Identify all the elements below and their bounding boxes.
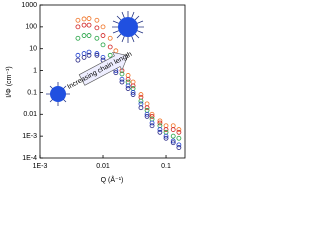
data-point	[130, 90, 136, 95]
data-point	[107, 35, 113, 41]
data-point	[86, 33, 92, 38]
data-point	[81, 55, 87, 60]
data-point	[94, 25, 100, 31]
data-point	[119, 71, 125, 77]
data-point	[157, 127, 163, 132]
data-point	[125, 76, 131, 82]
data-point	[170, 127, 176, 132]
data-point	[86, 16, 92, 21]
data-point	[170, 133, 176, 139]
data-point	[107, 52, 113, 58]
x-tick-label: 0.1	[161, 163, 171, 170]
data-point	[144, 111, 150, 117]
data-point	[144, 105, 150, 111]
data-point	[138, 94, 144, 100]
data-point	[125, 79, 131, 85]
data-point	[157, 120, 163, 126]
data-point	[81, 22, 87, 28]
x-axis-label: Q (Å⁻¹)	[101, 175, 124, 184]
data-point	[157, 129, 163, 135]
data-point	[170, 138, 176, 144]
data-point	[100, 55, 106, 60]
data-point	[157, 123, 163, 129]
data-point	[144, 108, 150, 113]
data-point	[75, 57, 81, 63]
data-point	[125, 83, 131, 89]
y-tick-label: 1E-3	[22, 133, 37, 140]
data-point	[144, 114, 150, 119]
micelle-large	[112, 11, 144, 43]
y-tick-label: 100	[25, 24, 37, 31]
data-point	[86, 22, 92, 28]
data-point	[176, 145, 182, 150]
data-point	[130, 83, 136, 89]
data-point	[163, 133, 169, 139]
data-point	[130, 79, 136, 85]
data-point	[94, 17, 100, 23]
data-point	[75, 24, 81, 30]
y-tick-label: 10	[29, 46, 37, 53]
data-point	[81, 33, 87, 38]
data-point	[157, 118, 163, 124]
data-point	[113, 70, 119, 76]
data-point	[94, 35, 100, 41]
data-point	[125, 86, 131, 91]
data-point	[149, 116, 155, 122]
data-point	[170, 123, 176, 129]
data-point	[75, 35, 81, 41]
data-point	[113, 48, 119, 54]
data-point	[149, 111, 155, 117]
data-point	[100, 33, 106, 38]
y-tick-label: 0.1	[27, 89, 37, 96]
data-point	[86, 52, 92, 58]
data-point	[138, 105, 144, 111]
y-tick-label: 1000	[21, 2, 37, 9]
data-point	[176, 129, 182, 135]
data-point	[138, 101, 144, 107]
data-point	[176, 142, 182, 148]
data-point	[75, 17, 81, 23]
data-point	[163, 123, 169, 129]
data-point	[107, 44, 113, 50]
data-point	[100, 42, 106, 48]
y-tick-label: 1	[33, 67, 37, 74]
data-point	[176, 127, 182, 132]
data-point	[81, 51, 87, 56]
data-point	[81, 16, 87, 22]
data-point	[170, 140, 176, 146]
y-axis-label: I/Φ (cm⁻¹)	[6, 66, 13, 97]
data-point	[176, 135, 182, 141]
data-point	[149, 123, 155, 129]
data-point	[144, 101, 150, 107]
data-point	[119, 79, 125, 85]
data-point	[138, 98, 144, 104]
data-point	[163, 127, 169, 132]
x-tick-label: 1E-3	[33, 163, 48, 170]
data-point	[149, 120, 155, 126]
plot-frame	[39, 4, 186, 159]
y-tick-label: 1E-4	[22, 155, 37, 162]
data-points	[75, 16, 182, 150]
data-point	[75, 52, 81, 58]
data-point	[130, 92, 136, 97]
data-point	[149, 114, 155, 119]
micelle-small	[46, 82, 70, 106]
data-point	[125, 73, 131, 78]
data-point	[163, 129, 169, 135]
y-tick-label: 0.01	[23, 111, 37, 118]
data-point	[94, 52, 100, 58]
data-point	[130, 86, 136, 91]
data-point	[100, 24, 106, 30]
data-point	[119, 76, 125, 82]
data-point	[94, 51, 100, 56]
data-point	[86, 49, 92, 55]
data-point	[163, 135, 169, 141]
data-point	[138, 92, 144, 97]
annotation-arrow: Increasing chain length	[66, 51, 133, 91]
x-tick-label: 0.01	[96, 163, 110, 170]
